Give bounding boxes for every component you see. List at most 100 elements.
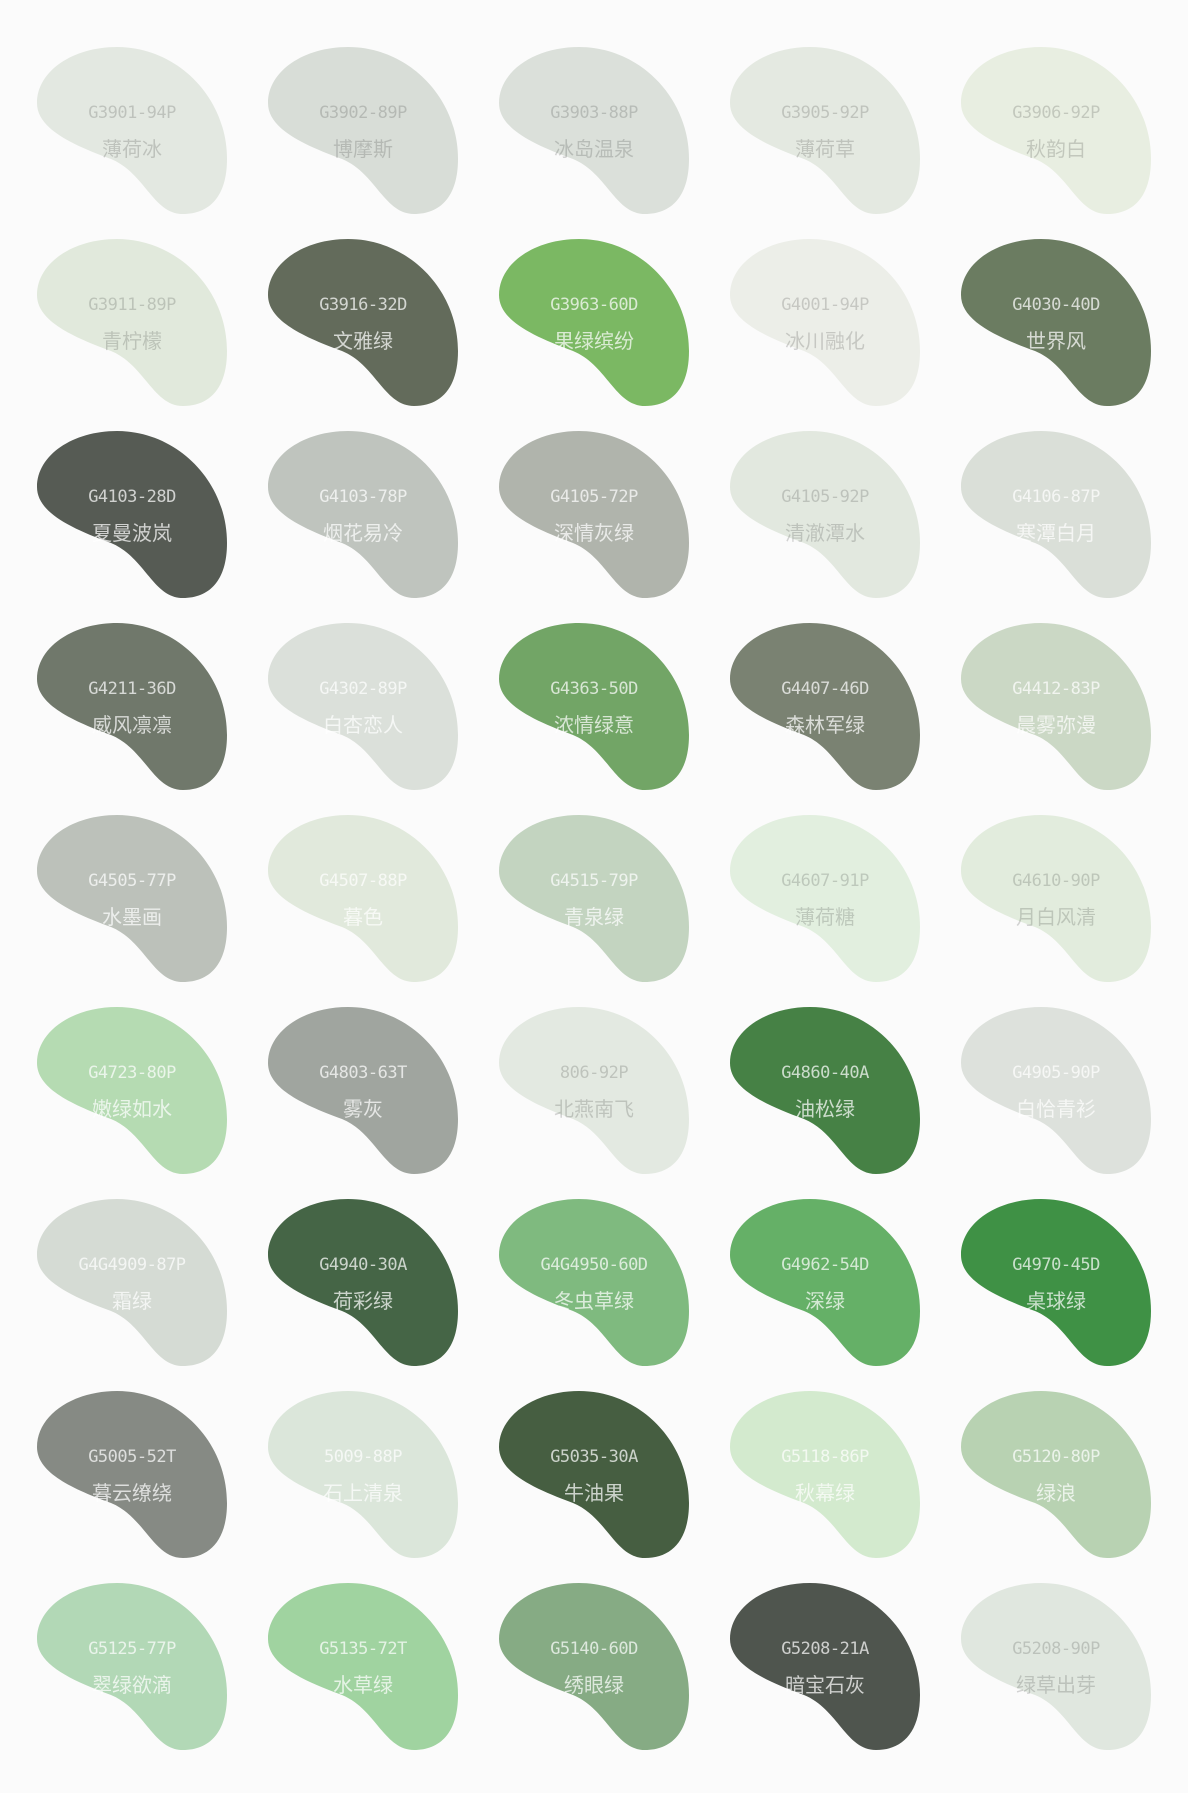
swatch-name: 霜绿	[112, 1289, 152, 1313]
swatch-code: G4905-90P	[1012, 1063, 1100, 1083]
swatch-code: G3906-92P	[1012, 103, 1100, 123]
color-swatch: G4860-40A 油松绿	[730, 1007, 920, 1174]
swatch-blob-shape	[730, 623, 920, 790]
swatch-code: G4302-89P	[319, 679, 407, 699]
color-swatch: G4515-79P 青泉绿	[499, 815, 689, 982]
color-swatch: G4030-40D 世界风	[961, 239, 1151, 406]
swatch-blob-shape	[730, 815, 920, 982]
swatch-blob-shape	[37, 623, 227, 790]
swatch-blob-shape	[268, 623, 458, 790]
swatch-code: G5208-21A	[781, 1639, 869, 1659]
swatch-code: G5135-72T	[319, 1639, 407, 1659]
swatch-blob-shape	[730, 1199, 920, 1366]
swatch-blob-shape	[730, 1583, 920, 1750]
swatch-blob-shape	[499, 239, 689, 406]
color-swatch: G5135-72T 水草绿	[268, 1583, 458, 1750]
swatch-blob-shape	[499, 1007, 689, 1174]
swatch-code: G3911-89P	[88, 295, 176, 315]
swatch-blob-shape	[499, 47, 689, 214]
swatch-name: 夏曼波岚	[92, 521, 172, 545]
swatch-code: G5208-90P	[1012, 1639, 1100, 1659]
swatch-code: G4723-80P	[88, 1063, 176, 1083]
swatch-blob-shape	[499, 1199, 689, 1366]
color-swatch: G4723-80P 嫩绿如水	[37, 1007, 227, 1174]
swatch-blob-shape	[961, 47, 1151, 214]
swatch-name: 薄荷冰	[102, 137, 162, 161]
color-swatch: G4001-94P 冰川融化	[730, 239, 920, 406]
swatch-name: 绿浪	[1036, 1481, 1076, 1505]
swatch-name: 威风凛凛	[92, 713, 172, 737]
swatch-code: G3903-88P	[550, 103, 638, 123]
color-swatch: G3906-92P 秋韵白	[961, 47, 1151, 214]
swatch-blob-shape	[268, 431, 458, 598]
swatch-name: 青柠檬	[102, 329, 162, 353]
color-swatch: G4412-83P 晨雾弥漫	[961, 623, 1151, 790]
color-swatch: G4803-63T 雾灰	[268, 1007, 458, 1174]
swatch-blob-shape	[37, 1583, 227, 1750]
swatch-name: 绿草出芽	[1016, 1673, 1096, 1697]
color-swatch: G4G4909-87P 霜绿	[37, 1199, 227, 1366]
color-swatch: G4302-89P 白杏恋人	[268, 623, 458, 790]
swatch-name: 嫩绿如水	[92, 1097, 172, 1121]
swatch-name: 浓情绿意	[554, 713, 634, 737]
swatch-blob-shape	[730, 239, 920, 406]
swatch-code: G3916-32D	[319, 295, 407, 315]
swatch-name: 世界风	[1026, 329, 1086, 353]
swatch-code: G4G4909-87P	[78, 1255, 186, 1275]
color-swatch: G4505-77P 水墨画	[37, 815, 227, 982]
swatch-name: 冰川融化	[785, 329, 865, 353]
swatch-name: 牛油果	[564, 1481, 624, 1505]
swatch-name: 绣眼绿	[564, 1673, 624, 1697]
swatch-name: 文雅绿	[333, 329, 393, 353]
color-swatch: G4103-78P 烟花易冷	[268, 431, 458, 598]
swatch-code: G4407-46D	[781, 679, 869, 699]
swatch-name: 油松绿	[795, 1097, 855, 1121]
color-swatch: G4105-92P 清澈潭水	[730, 431, 920, 598]
swatch-blob-shape	[268, 1583, 458, 1750]
color-swatch: G5140-60D 绣眼绿	[499, 1583, 689, 1750]
swatch-name: 桌球绿	[1026, 1289, 1086, 1313]
color-swatch: G5208-90P 绿草出芽	[961, 1583, 1151, 1750]
swatch-name: 荷彩绿	[333, 1289, 393, 1313]
swatch-code: G4803-63T	[319, 1063, 407, 1083]
swatch-code: G4103-78P	[319, 487, 407, 507]
swatch-blob-shape	[961, 1391, 1151, 1558]
swatch-code: G3963-60D	[550, 295, 638, 315]
color-swatch: G5120-80P 绿浪	[961, 1391, 1151, 1558]
color-swatch: G4610-90P 月白风清	[961, 815, 1151, 982]
swatch-code: G4211-36D	[88, 679, 176, 699]
swatch-blob-shape	[268, 815, 458, 982]
swatch-blob-shape	[961, 815, 1151, 982]
swatch-code: G4G4950-60D	[540, 1255, 648, 1275]
swatch-name: 翠绿欲滴	[92, 1673, 172, 1697]
swatch-code: G3901-94P	[88, 103, 176, 123]
swatch-code: G4962-54D	[781, 1255, 869, 1275]
swatch-code: G4105-72P	[550, 487, 638, 507]
swatch-code: G4030-40D	[1012, 295, 1100, 315]
swatch-code: G5120-80P	[1012, 1447, 1100, 1467]
swatch-blob-shape	[961, 623, 1151, 790]
color-swatch: G3911-89P 青柠檬	[37, 239, 227, 406]
swatch-name: 暗宝石灰	[785, 1673, 865, 1697]
color-swatch: G4105-72P 深情灰绿	[499, 431, 689, 598]
swatch-code: G4001-94P	[781, 295, 869, 315]
color-swatch: G3905-92P 薄荷草	[730, 47, 920, 214]
swatch-name: 森林军绿	[785, 713, 865, 737]
color-swatch: 5009-88P 石上清泉	[268, 1391, 458, 1558]
swatch-name: 雾灰	[343, 1097, 383, 1121]
swatch-blob-shape	[730, 431, 920, 598]
color-swatch: G3901-94P 薄荷冰	[37, 47, 227, 214]
color-swatch: G4103-28D 夏曼波岚	[37, 431, 227, 598]
swatch-code: G5118-86P	[781, 1447, 869, 1467]
swatch-name: 冬虫草绿	[554, 1289, 634, 1313]
color-swatch: G5005-52T 暮云缭绕	[37, 1391, 227, 1558]
color-swatch: 806-92P 北燕南飞	[499, 1007, 689, 1174]
swatch-name: 博摩斯	[333, 137, 393, 161]
swatch-blob-shape	[961, 1583, 1151, 1750]
swatch-code: G4412-83P	[1012, 679, 1100, 699]
swatch-name: 北燕南飞	[554, 1097, 634, 1121]
swatch-code: 806-92P	[559, 1063, 629, 1083]
swatch-code: G5035-30A	[550, 1447, 638, 1467]
color-swatch: G5208-21A 暗宝石灰	[730, 1583, 920, 1750]
